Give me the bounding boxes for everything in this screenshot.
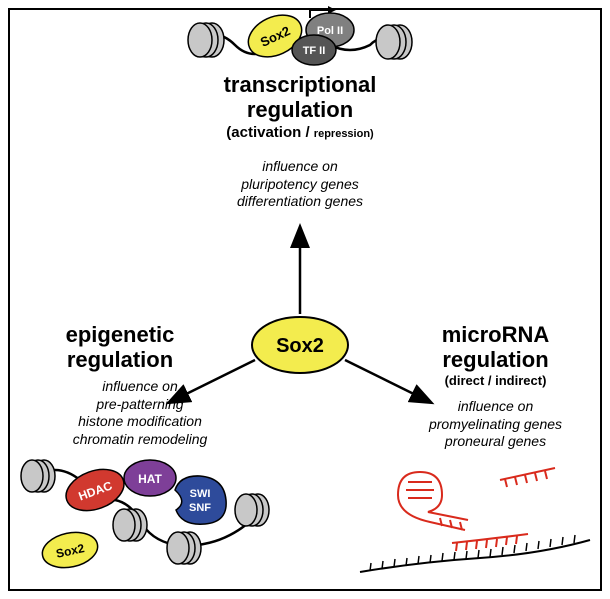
left-desc: influence on pre-patterning histone modi…	[30, 378, 250, 448]
top-heading: transcriptional regulation	[170, 72, 430, 123]
hat-label: HAT	[138, 472, 162, 486]
right-sub: (direct / indirect)	[398, 373, 593, 388]
top-sub: (activation / repression)	[170, 124, 430, 142]
top-desc: influence on pluripotency genes differen…	[185, 158, 415, 211]
left-art: HDAC HAT SWI SNF Sox2	[21, 460, 269, 572]
left-heading-text: epigenetic regulation	[66, 322, 175, 372]
top-art: Sox2 Pol II TF II	[188, 6, 412, 65]
top-heading-text: transcriptional regulation	[224, 72, 377, 122]
top-sub-activation: (activation	[226, 124, 301, 141]
right-heading-text: microRNA regulation	[442, 322, 550, 372]
swi-label: SWI	[190, 488, 211, 500]
top-sub-sep: /	[301, 124, 314, 141]
right-heading: microRNA regulation	[398, 322, 593, 373]
right-desc: influence on promyelinating genes proneu…	[398, 398, 593, 451]
left-heading: epigenetic regulation	[30, 322, 210, 373]
snf-label: SNF	[189, 502, 211, 514]
center-label: Sox2	[276, 335, 324, 357]
tfII-label: TF II	[303, 45, 326, 57]
top-sub-repression: repression)	[314, 128, 374, 140]
right-art	[360, 468, 590, 572]
